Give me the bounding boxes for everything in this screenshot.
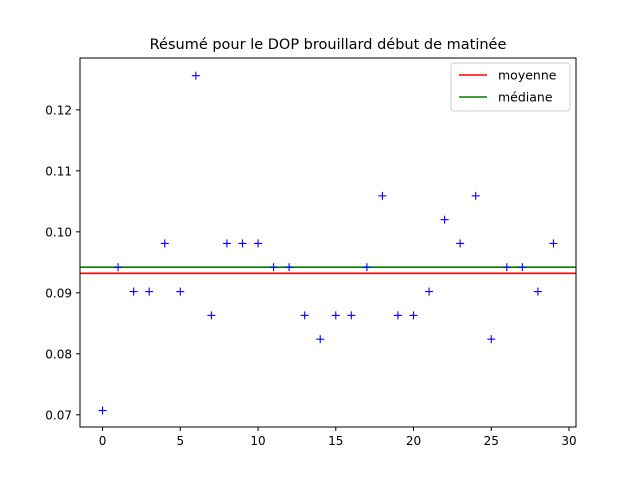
- data-point: [393, 311, 402, 320]
- y-tick-label: 0.07: [45, 408, 72, 422]
- y-axis: 0.07 0.08 0.09 0.10 0.11 0.12: [45, 103, 80, 422]
- data-point: [518, 263, 527, 272]
- plot-area: [80, 71, 576, 415]
- x-tick-label: 20: [406, 434, 421, 448]
- data-point: [160, 239, 169, 248]
- x-tick-label: 0: [99, 434, 107, 448]
- data-point: [549, 239, 558, 248]
- data-point: [98, 406, 107, 415]
- x-tick-label: 25: [484, 434, 499, 448]
- data-point: [300, 311, 309, 320]
- data-point: [207, 311, 216, 320]
- legend: moyenne médiane: [450, 62, 571, 112]
- data-point: [533, 287, 542, 296]
- data-point: [254, 239, 263, 248]
- data-point: [409, 311, 418, 320]
- data-point: [222, 239, 231, 248]
- data-point: [191, 71, 200, 80]
- data-point: [362, 263, 371, 272]
- y-tick-label: 0.10: [45, 225, 72, 239]
- data-point: [176, 287, 185, 296]
- data-point: [456, 239, 465, 248]
- data-point: [145, 287, 154, 296]
- x-tick-label: 15: [328, 434, 343, 448]
- y-tick-label: 0.09: [45, 286, 72, 300]
- data-point: [285, 263, 294, 272]
- data-point: [502, 263, 511, 272]
- x-tick-label: 30: [561, 434, 576, 448]
- y-tick-label: 0.11: [45, 164, 72, 178]
- data-point: [316, 335, 325, 344]
- data-point: [440, 215, 449, 224]
- chart-title: Résumé pour le DOP brouillard début de m…: [150, 37, 507, 53]
- legend-label: moyenne: [498, 68, 557, 83]
- data-point: [487, 335, 496, 344]
- data-point: [114, 263, 123, 272]
- x-tick-label: 5: [176, 434, 184, 448]
- x-axis: 0 5 10 15 20 25 30: [99, 427, 577, 448]
- data-point: [425, 287, 434, 296]
- data-point: [238, 239, 247, 248]
- data-point: [471, 191, 480, 200]
- data-point: [378, 191, 387, 200]
- data-point: [129, 287, 138, 296]
- x-tick-label: 10: [250, 434, 265, 448]
- axes-frame: [79, 57, 577, 428]
- legend-label: médiane: [498, 90, 553, 105]
- data-point: [347, 311, 356, 320]
- data-point: [331, 311, 340, 320]
- y-tick-label: 0.08: [45, 347, 72, 361]
- data-point: [269, 263, 278, 272]
- y-tick-label: 0.12: [45, 103, 72, 117]
